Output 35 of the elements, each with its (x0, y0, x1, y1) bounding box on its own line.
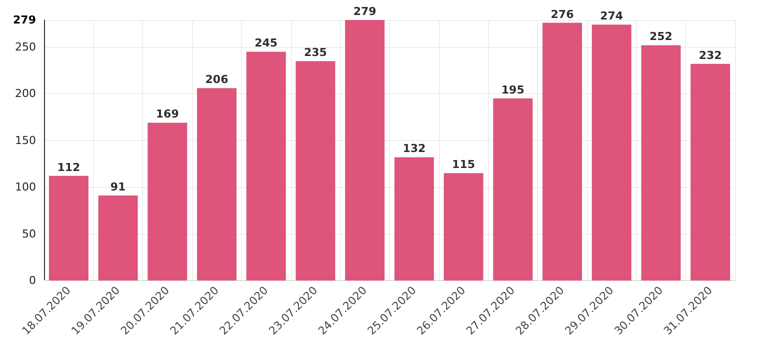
data-label: 232 (698, 48, 722, 62)
y-tick-label: 150 (15, 134, 36, 147)
y-tick-label: 100 (15, 180, 36, 194)
y-tick-label: 0 (29, 274, 36, 287)
y-tick-label: 250 (15, 40, 36, 54)
data-label: 235 (304, 46, 327, 60)
y-tick-label: 279 (13, 14, 36, 26)
bar (493, 98, 533, 280)
data-label: 276 (550, 8, 574, 21)
data-label: 274 (600, 10, 624, 23)
data-label: 195 (501, 83, 524, 96)
bar (394, 157, 434, 280)
bar (98, 196, 138, 280)
bar (592, 24, 632, 280)
bar (296, 61, 336, 280)
bar (246, 52, 286, 280)
data-label: 115 (452, 158, 476, 172)
data-label: 245 (254, 36, 278, 50)
data-label: 112 (57, 160, 80, 174)
data-label: 169 (156, 108, 179, 121)
data-label: 252 (649, 30, 672, 44)
data-label: 206 (205, 73, 229, 86)
bar (148, 122, 188, 280)
y-tick-label: 50 (22, 227, 36, 240)
data-label: 91 (110, 180, 126, 194)
data-label: 279 (353, 5, 376, 18)
bar (345, 20, 385, 280)
bar (641, 45, 681, 280)
bar (690, 64, 730, 280)
bar (542, 22, 582, 280)
data-label: 132 (402, 142, 426, 156)
bar (48, 176, 88, 280)
bar (444, 173, 484, 280)
y-tick-label: 200 (15, 87, 36, 100)
bar (197, 88, 236, 280)
